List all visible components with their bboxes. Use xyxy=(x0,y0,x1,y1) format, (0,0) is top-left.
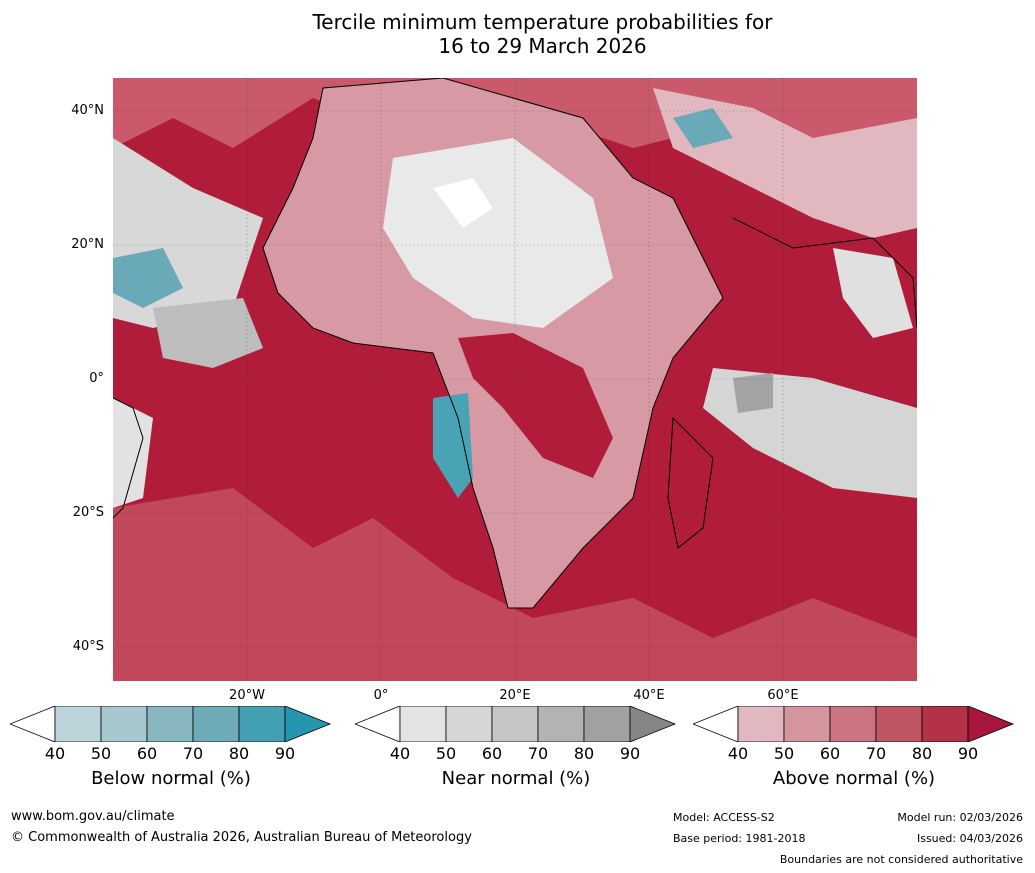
middle-east-below-normal xyxy=(673,108,733,148)
colorbar-extend-low xyxy=(10,706,56,742)
angola-below-normal xyxy=(433,393,473,498)
colorbar-extend-low xyxy=(355,706,401,742)
colorbar-tick-label: 70 xyxy=(865,744,887,763)
colorbar-label-below: Below normal (%) xyxy=(91,768,251,789)
colorbar-tick-label: 40 xyxy=(389,744,411,763)
colorbar-extend-low xyxy=(693,706,739,742)
colorbar-segment xyxy=(783,706,831,742)
colorbar-tick-label: 80 xyxy=(573,744,595,763)
website-link[interactable]: www.bom.gov.au/climate xyxy=(11,809,175,824)
lon-label-0: 0° xyxy=(373,688,389,703)
lat-label-20s: 20°S xyxy=(72,505,104,520)
arabia-india-coastline xyxy=(732,217,917,329)
south-america-coastline xyxy=(113,397,144,519)
colorbar-tick-label: 50 xyxy=(90,744,112,763)
colorbar-tick-label: 50 xyxy=(435,744,457,763)
south-mixed-band xyxy=(113,488,917,681)
colorbar-segment xyxy=(921,706,969,742)
atlantic-grey-patch xyxy=(153,298,263,368)
colorbar-tick-label: 60 xyxy=(136,744,158,763)
colorbar-tick-label: 60 xyxy=(819,744,841,763)
colorbar-tick-label: 60 xyxy=(481,744,503,763)
colorbar-segment xyxy=(54,706,102,742)
sahara-near-normal xyxy=(383,138,613,328)
colorbar-tick-label: 40 xyxy=(44,744,66,763)
colorbar-segment xyxy=(100,706,148,742)
title-line-1: Tercile minimum temperature probabilitie… xyxy=(312,10,773,34)
title-line-2: 16 to 29 March 2026 xyxy=(438,34,647,58)
lat-label-0: 0° xyxy=(89,371,104,386)
colorbar-label-above: Above normal (%) xyxy=(772,768,936,789)
lat-label-40n: 40°N xyxy=(71,103,104,118)
base-period: Base period: 1981-2018 xyxy=(673,832,806,845)
colorbar-tick-label: 80 xyxy=(911,744,933,763)
colorbar-tick-label: 90 xyxy=(957,744,979,763)
lon-label-40e: 40°E xyxy=(633,688,665,703)
colorbar-extend-high xyxy=(967,706,1015,742)
lon-label-20e: 20°E xyxy=(499,688,531,703)
colorbar-tick-label: 90 xyxy=(274,744,296,763)
colorbar-above-normal xyxy=(693,706,1015,742)
colorbar-segment xyxy=(875,706,923,742)
colorbar-extend-high xyxy=(629,706,677,742)
north-mixed-band xyxy=(113,78,917,158)
central-africa-above xyxy=(458,333,613,478)
atlantic-below-normal xyxy=(113,248,183,308)
colorbar-tick-label: 40 xyxy=(727,744,749,763)
colorbar-segment xyxy=(583,706,631,742)
colorbar-near-normal xyxy=(355,706,677,742)
madagascar xyxy=(668,418,713,548)
map-title: Tercile minimum temperature probabilitie… xyxy=(0,10,1035,58)
colorbar-below-normal xyxy=(10,706,332,742)
graticule xyxy=(113,78,917,681)
lat-label-20n: 20°N xyxy=(71,237,104,252)
colorbar-extend-high xyxy=(284,706,332,742)
madagascar-coastline xyxy=(667,416,714,549)
disclaimer: Boundaries are not considered authoritat… xyxy=(779,853,1023,866)
colorbar-tick-label: 90 xyxy=(619,744,641,763)
colorbar-segment xyxy=(445,706,493,742)
indian-grey-core xyxy=(733,373,773,413)
colorbar-segment xyxy=(491,706,539,742)
model-run: Model run: 02/03/2026 xyxy=(897,811,1023,824)
colorbar-segment xyxy=(146,706,194,742)
colorbar-segment xyxy=(537,706,585,742)
model-name: Model: ACCESS-S2 xyxy=(673,811,775,824)
west-near-normal xyxy=(113,398,153,508)
colorbar-segment xyxy=(829,706,877,742)
colorbar-tick-label: 50 xyxy=(773,744,795,763)
lat-label-40s: 40°S xyxy=(72,639,104,654)
arabian-sea-near-normal xyxy=(833,248,913,338)
issued-date: Issued: 04/03/2026 xyxy=(916,832,1023,845)
copyright-text: © Commonwealth of Australia 2026, Austra… xyxy=(11,830,472,845)
map-canvas xyxy=(113,78,917,681)
probability-map xyxy=(113,78,917,681)
colorbar-label-near: Near normal (%) xyxy=(441,768,591,789)
africa-coastline xyxy=(262,78,724,609)
sahara-white-patch xyxy=(433,178,493,228)
colorbar-tick-label: 70 xyxy=(182,744,204,763)
colorbar-segment xyxy=(737,706,785,742)
colorbar-segment xyxy=(399,706,447,742)
lon-label-60e: 60°E xyxy=(767,688,799,703)
colorbar-segment xyxy=(238,706,286,742)
colorbar-tick-label: 80 xyxy=(228,744,250,763)
colorbar-tick-label: 70 xyxy=(527,744,549,763)
colorbar-segment xyxy=(192,706,240,742)
lon-label-20w: 20°W xyxy=(229,688,265,703)
